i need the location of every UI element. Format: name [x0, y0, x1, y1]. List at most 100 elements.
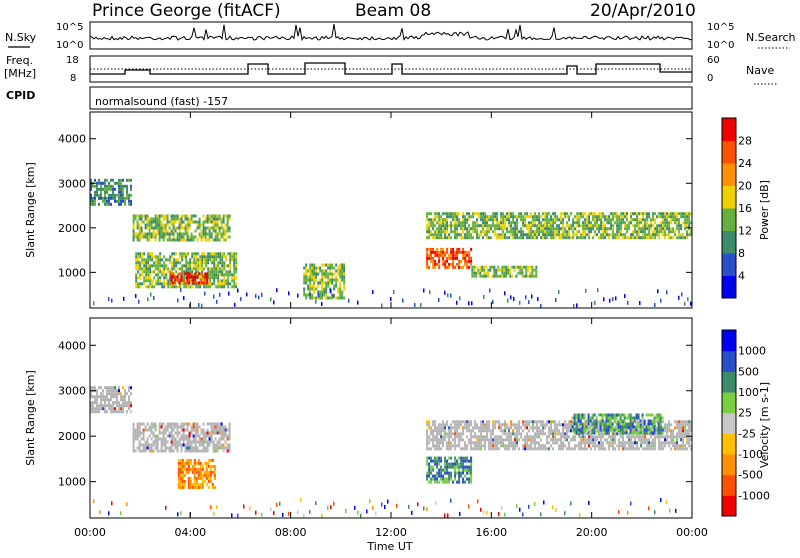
- scatter-cell-0: [96, 187, 98, 191]
- scatter-cell-5: [572, 218, 575, 222]
- scatter-cell-3: [656, 435, 659, 439]
- scatter-cell-2: [193, 485, 196, 489]
- scatter-cell-1: [170, 425, 173, 429]
- scatter-cell-1: [140, 226, 143, 230]
- near-range-cell: [459, 511, 461, 516]
- scatter-cell-3: [688, 426, 691, 430]
- scatter-cell-1: [224, 440, 227, 444]
- scatter-cell-5: [466, 221, 469, 225]
- scatter-cell-2: [177, 464, 180, 468]
- scatter-cell-5: [448, 212, 451, 216]
- scatter-cell-3: [524, 420, 527, 424]
- scatter-cell-2: [167, 267, 170, 271]
- scatter-cell-1: [146, 428, 149, 432]
- scatter-cell-2: [233, 276, 236, 280]
- scatter-cell-7: [473, 268, 476, 272]
- scatter-cell-3: [688, 435, 691, 439]
- scatter-cell-2: [219, 282, 222, 286]
- scatter-cell-3: [562, 441, 565, 445]
- scatter-cell-3: [666, 435, 669, 439]
- scatter-cell-5: [488, 218, 491, 222]
- scatter-cell-4: [444, 459, 447, 463]
- scatter-cell-2: [141, 258, 144, 262]
- scatter-cell-1: [148, 226, 151, 230]
- scatter-cell-4: [323, 281, 326, 285]
- scatter-cell-2: [191, 267, 194, 271]
- scatter-cell-3: [546, 441, 549, 445]
- scatter-cell-2: [145, 273, 148, 277]
- scatter-cell-1: [194, 446, 197, 450]
- scatter-cell-3: [536, 426, 539, 430]
- scatter-cell-5: [592, 215, 595, 219]
- nave-tick-low: 0: [707, 73, 713, 84]
- scatter-cell-1: [132, 229, 135, 233]
- scatter-cell-3: [436, 432, 439, 436]
- scatter-cell-3: [668, 441, 671, 445]
- scatter-cell-1: [222, 238, 225, 242]
- scatter-cell-2: [197, 261, 200, 265]
- scatter-cell-1: [136, 425, 139, 429]
- scatter-cell-1: [150, 223, 153, 227]
- scatter-cell-2: [209, 282, 212, 286]
- scatter-cell-3: [674, 447, 677, 451]
- scatter-cell-4: [329, 269, 332, 273]
- scatter-cell-5: [560, 215, 563, 219]
- scatter-cell-5: [641, 416, 644, 420]
- scatter-cell-2: [213, 485, 216, 489]
- scatter-cell-3: [516, 432, 519, 436]
- scatter-cell-5: [564, 233, 567, 237]
- scatter-cell-2: [161, 285, 164, 289]
- scatter-cell-5: [578, 224, 581, 228]
- scatter-cell-3: [648, 432, 651, 436]
- scatter-cell-1: [186, 422, 189, 426]
- scatter-cell-5: [520, 227, 523, 231]
- near-range-cell: [93, 499, 95, 504]
- scatter-cell-1: [162, 223, 165, 227]
- scatter-cell-4: [448, 471, 451, 475]
- scatter-cell-3: [560, 444, 563, 448]
- scatter-cell-0: [100, 404, 102, 408]
- scatter-cell-0: [124, 395, 126, 399]
- scatter-cell-5: [460, 233, 463, 237]
- scatter-cell-0: [110, 184, 112, 188]
- scatter-cell-5: [674, 212, 677, 216]
- scatter-cell-5: [430, 230, 433, 234]
- scatter-cell-1: [160, 440, 163, 444]
- scatter-cell-4: [321, 290, 324, 294]
- scatter-cell-5: [627, 425, 630, 429]
- scatter-cell-3: [574, 444, 577, 448]
- scatter-cell-2: [163, 261, 166, 265]
- scatter-cell-1: [148, 235, 151, 239]
- scatter-cell-7: [497, 274, 500, 278]
- scatter-cell-4: [343, 272, 346, 276]
- scatter-cell-1: [170, 431, 173, 435]
- near-range-cell: [513, 296, 515, 301]
- scatter-cell-2: [211, 276, 214, 280]
- scatter-cell-3: [610, 441, 613, 445]
- scatter-cell-1: [156, 223, 159, 227]
- scatter-cell-0: [124, 389, 126, 393]
- scatter-cell-5: [574, 233, 577, 237]
- scatter-cell-2: [195, 482, 198, 486]
- scatter-cell-2: [193, 255, 196, 259]
- scatter-cell-3: [646, 423, 649, 427]
- scatter-cell-3: [494, 423, 497, 427]
- scatter-cell-3: [484, 447, 487, 451]
- scatter-cell-5: [454, 221, 457, 225]
- scatter-cell-3: [516, 429, 519, 433]
- scatter-cell-4: [309, 263, 312, 267]
- scatter-cell-5: [476, 227, 479, 231]
- scatter-cell-6: [452, 265, 455, 269]
- scatter-cell-5: [528, 236, 531, 240]
- scatter-cell-2: [213, 279, 216, 283]
- scatter-cell-1: [132, 226, 135, 230]
- scatter-cell-4: [343, 269, 346, 273]
- scatter-cell-5: [637, 425, 640, 429]
- scatter-cell-1: [214, 238, 217, 242]
- scatter-cell-5: [613, 428, 616, 432]
- scatter-cell-3: [684, 423, 687, 427]
- scatter-cell-5: [609, 419, 612, 423]
- scatter-cell-1: [162, 235, 165, 239]
- scatter-cell-0: [106, 404, 108, 408]
- scatter-cell-2: [149, 258, 152, 262]
